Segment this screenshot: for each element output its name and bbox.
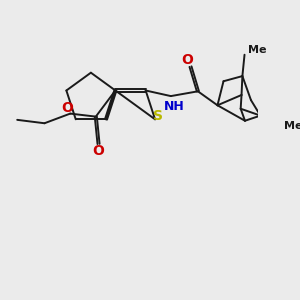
Text: NH: NH <box>164 100 184 113</box>
Text: O: O <box>93 144 104 158</box>
Text: Me: Me <box>284 121 300 131</box>
Text: Me: Me <box>248 45 266 55</box>
Text: O: O <box>62 101 74 116</box>
Text: O: O <box>181 53 193 67</box>
Text: S: S <box>154 109 164 123</box>
